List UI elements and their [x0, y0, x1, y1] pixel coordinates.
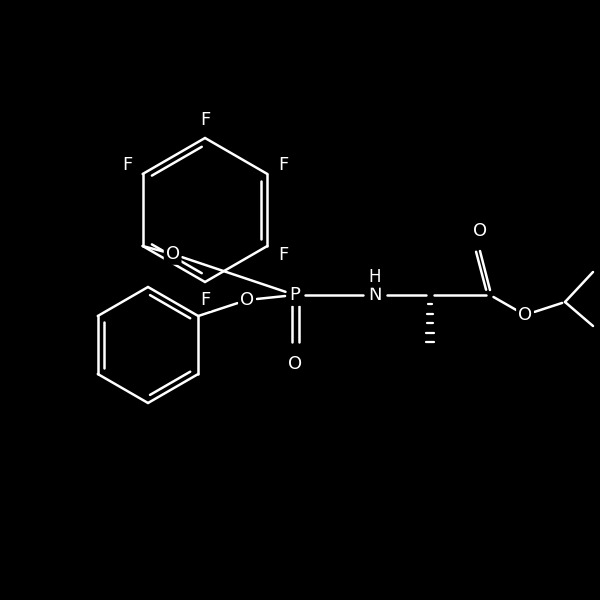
Text: F: F	[278, 156, 288, 174]
Text: F: F	[122, 156, 132, 174]
Text: O: O	[288, 355, 302, 373]
Text: P: P	[290, 286, 301, 304]
Text: O: O	[518, 306, 532, 324]
Text: F: F	[278, 246, 288, 264]
Text: N: N	[368, 286, 382, 304]
Text: F: F	[200, 291, 210, 309]
Text: H: H	[369, 268, 381, 286]
Text: O: O	[166, 245, 180, 263]
Text: F: F	[200, 111, 210, 129]
Text: O: O	[473, 222, 487, 240]
Text: O: O	[240, 291, 254, 309]
